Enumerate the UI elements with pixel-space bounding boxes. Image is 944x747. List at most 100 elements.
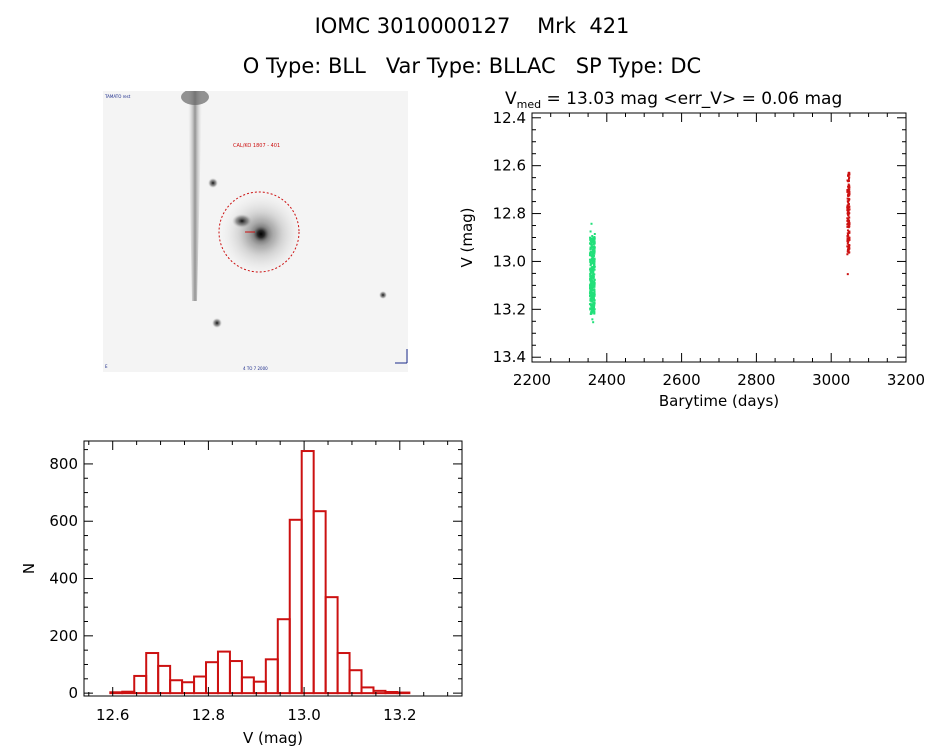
lc-point-green_group bbox=[592, 269, 595, 272]
lc-point-green_group bbox=[593, 262, 596, 265]
lc-point-green_group bbox=[590, 244, 593, 247]
lc-point-green_group bbox=[592, 284, 595, 287]
lc-point-green_group bbox=[593, 284, 596, 287]
lc-point-green_group bbox=[590, 263, 593, 266]
lc-point-green_group bbox=[593, 247, 596, 250]
lc-point-green_group bbox=[590, 242, 593, 245]
lc-point-green_group bbox=[589, 270, 592, 273]
lc-point-green_group bbox=[592, 269, 595, 272]
lc-point-green_group bbox=[593, 281, 596, 284]
histogram-bar bbox=[288, 518, 303, 695]
lc-point-red_group bbox=[847, 234, 850, 237]
lc-point-green_group bbox=[592, 298, 595, 301]
lc-point-red_group bbox=[848, 251, 851, 254]
lc-point-red_group bbox=[847, 225, 850, 228]
lc-ytick-label: 12.8 bbox=[493, 205, 526, 223]
lc-point-green_group bbox=[589, 278, 592, 281]
lc-point-green_group bbox=[590, 279, 593, 282]
lc-point-green_group bbox=[590, 283, 593, 286]
lc-point-green_group bbox=[591, 303, 594, 306]
lc-point-red_group bbox=[846, 249, 849, 252]
lc-point-green_group bbox=[592, 241, 595, 244]
lc-point-green_group bbox=[590, 279, 593, 282]
lc-point-green_group bbox=[591, 275, 594, 278]
lc-point-red_group bbox=[847, 207, 850, 210]
lc-point-green_group bbox=[593, 257, 596, 260]
lc-point-green_group bbox=[591, 300, 594, 303]
lc-point-green_group bbox=[593, 293, 596, 296]
lc-point-green_group bbox=[589, 294, 592, 297]
lc-point-green_group bbox=[593, 305, 596, 308]
lc-point-green_group bbox=[591, 310, 594, 313]
lc-point-green_group bbox=[593, 299, 596, 302]
lc-point-green_group bbox=[593, 240, 596, 243]
lc-point-green_group bbox=[589, 240, 592, 243]
lc-point-green_group bbox=[592, 246, 595, 249]
lc-xtick-label: 2800 bbox=[737, 371, 775, 389]
stat-prefix: V bbox=[505, 89, 517, 109]
lc-point-green_group bbox=[592, 270, 595, 273]
lc-point-green_group bbox=[590, 307, 593, 310]
lc-point-red_group bbox=[846, 206, 849, 209]
lc-point-red_group bbox=[848, 230, 851, 233]
lc-point-green_group bbox=[593, 282, 596, 285]
lc-point-red_group bbox=[846, 232, 849, 235]
lc-point-red_group bbox=[847, 209, 850, 212]
lc-point-green_group bbox=[593, 254, 596, 257]
lc-point-red_group bbox=[846, 223, 849, 226]
lc-point-red_group bbox=[847, 173, 850, 176]
lc-point-green_group bbox=[593, 247, 596, 250]
lc-point-green_group bbox=[593, 246, 596, 249]
lc-point-red_group bbox=[847, 226, 850, 229]
lc-point-green_group bbox=[590, 268, 593, 271]
lc-point-green_group bbox=[591, 239, 594, 242]
lc-point-green_group bbox=[592, 303, 595, 306]
lc-point-green_group bbox=[589, 282, 592, 285]
lc-point-red_group bbox=[846, 245, 849, 248]
lc-point-red_group bbox=[846, 219, 849, 222]
lc-point-green_group bbox=[592, 292, 595, 295]
lc-point-green_group bbox=[591, 305, 594, 308]
lc-point-green_group bbox=[591, 295, 594, 298]
lc-point-green_group bbox=[593, 237, 596, 240]
lc-point-green_group bbox=[593, 241, 596, 244]
lc-point-green_group bbox=[589, 238, 592, 241]
lc-point-red_group bbox=[848, 206, 851, 209]
lc-point-green_group bbox=[589, 307, 592, 310]
lc-point-green_group bbox=[590, 300, 593, 303]
histogram-bar bbox=[121, 690, 136, 695]
lc-point-green_group bbox=[589, 230, 592, 233]
histogram-plot-area: 12.6 12.8 13.0 13.2 0 200 400 600 800 V (mag) N bbox=[20, 440, 463, 747]
lc-point-red_group bbox=[846, 237, 849, 240]
lc-point-green_group bbox=[590, 267, 593, 270]
lc-point-green_group bbox=[591, 306, 594, 309]
lc-point-red_group bbox=[846, 234, 849, 237]
lc-point-green_group bbox=[590, 294, 593, 297]
lc-point-green_group bbox=[593, 278, 596, 281]
lc-point-green_group bbox=[593, 292, 596, 295]
lc-point-green_group bbox=[592, 321, 595, 324]
lc-point-green_group bbox=[589, 268, 592, 271]
histogram-bar bbox=[384, 690, 399, 695]
lc-point-red_group bbox=[848, 186, 851, 189]
lc-point-green_group bbox=[592, 255, 595, 258]
lc-point-green_group bbox=[593, 262, 596, 265]
lc-point-green_group bbox=[589, 237, 592, 240]
lc-point-green_group bbox=[592, 253, 595, 256]
lc-point-green_group bbox=[590, 297, 593, 300]
lc-point-green_group bbox=[589, 237, 592, 240]
lc-point-red_group bbox=[848, 176, 851, 179]
lc-point-green_group bbox=[592, 240, 595, 243]
lc-point-green_group bbox=[592, 240, 595, 243]
lc-point-green_group bbox=[589, 291, 592, 294]
lc-point-green_group bbox=[590, 266, 593, 269]
lc-point-green_group bbox=[589, 289, 592, 292]
lc-point-red_group bbox=[847, 174, 850, 177]
lc-xtick-label: 3200 bbox=[887, 371, 925, 389]
lc-point-green_group bbox=[589, 284, 592, 287]
lc-point-green_group bbox=[590, 271, 593, 274]
lc-point-green_group bbox=[590, 241, 593, 244]
lc-point-green_group bbox=[592, 280, 595, 283]
lc-point-green_group bbox=[589, 297, 592, 300]
lc-point-red_group bbox=[847, 213, 850, 216]
